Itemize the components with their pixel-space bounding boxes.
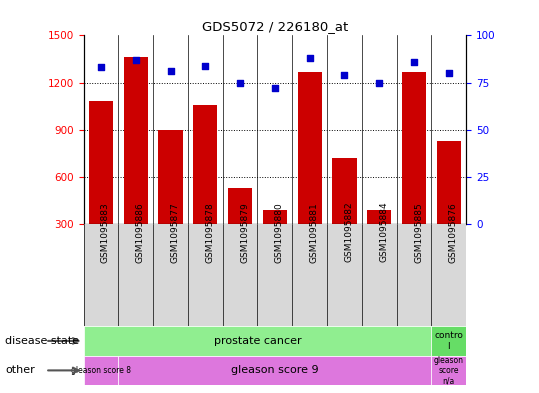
Point (271, 85, 279, 91)
Text: GSM1095881: GSM1095881 (310, 202, 319, 263)
Text: GSM1095877: GSM1095877 (170, 202, 179, 263)
Bar (89, 101, 113, 271)
Bar (298, 72, 322, 271)
Text: GSM1095879: GSM1095879 (240, 202, 249, 263)
Bar (431, 326, 466, 356)
Bar (193, 105, 217, 271)
Bar (402, 72, 426, 271)
Point (306, 55, 314, 61)
Point (166, 68, 175, 74)
Point (340, 72, 349, 78)
Text: GSM1095884: GSM1095884 (379, 202, 388, 263)
Text: GSM1095885: GSM1095885 (414, 202, 423, 263)
Text: GSM1095878: GSM1095878 (205, 202, 215, 263)
Bar (158, 130, 183, 271)
Title: GDS5072 / 226180_at: GDS5072 / 226180_at (202, 20, 348, 33)
Point (445, 70, 453, 76)
Text: gleason score 9: gleason score 9 (231, 365, 319, 375)
Bar (367, 210, 391, 271)
Text: other: other (5, 365, 35, 375)
Text: contro
l: contro l (434, 331, 464, 351)
Point (236, 79, 244, 86)
Text: GSM1095882: GSM1095882 (344, 202, 354, 263)
Point (410, 59, 418, 65)
Bar (84, 356, 119, 385)
Bar (119, 356, 431, 385)
Bar (431, 356, 466, 385)
Bar (262, 210, 287, 271)
Point (96, 64, 105, 71)
Text: disease state: disease state (5, 336, 80, 346)
Text: GSM1095876: GSM1095876 (449, 202, 458, 263)
Text: GSM1095880: GSM1095880 (275, 202, 284, 263)
Text: gleason score 8: gleason score 8 (71, 366, 131, 375)
Point (132, 57, 140, 63)
Bar (437, 141, 461, 271)
Text: prostate cancer: prostate cancer (213, 336, 301, 346)
Point (201, 62, 210, 69)
Text: gleason
score
n/a: gleason score n/a (434, 356, 464, 385)
Text: GSM1095886: GSM1095886 (136, 202, 145, 263)
Text: GSM1095883: GSM1095883 (101, 202, 110, 263)
Bar (228, 188, 252, 271)
Bar (123, 57, 148, 271)
Point (375, 79, 384, 86)
Bar (332, 158, 357, 271)
